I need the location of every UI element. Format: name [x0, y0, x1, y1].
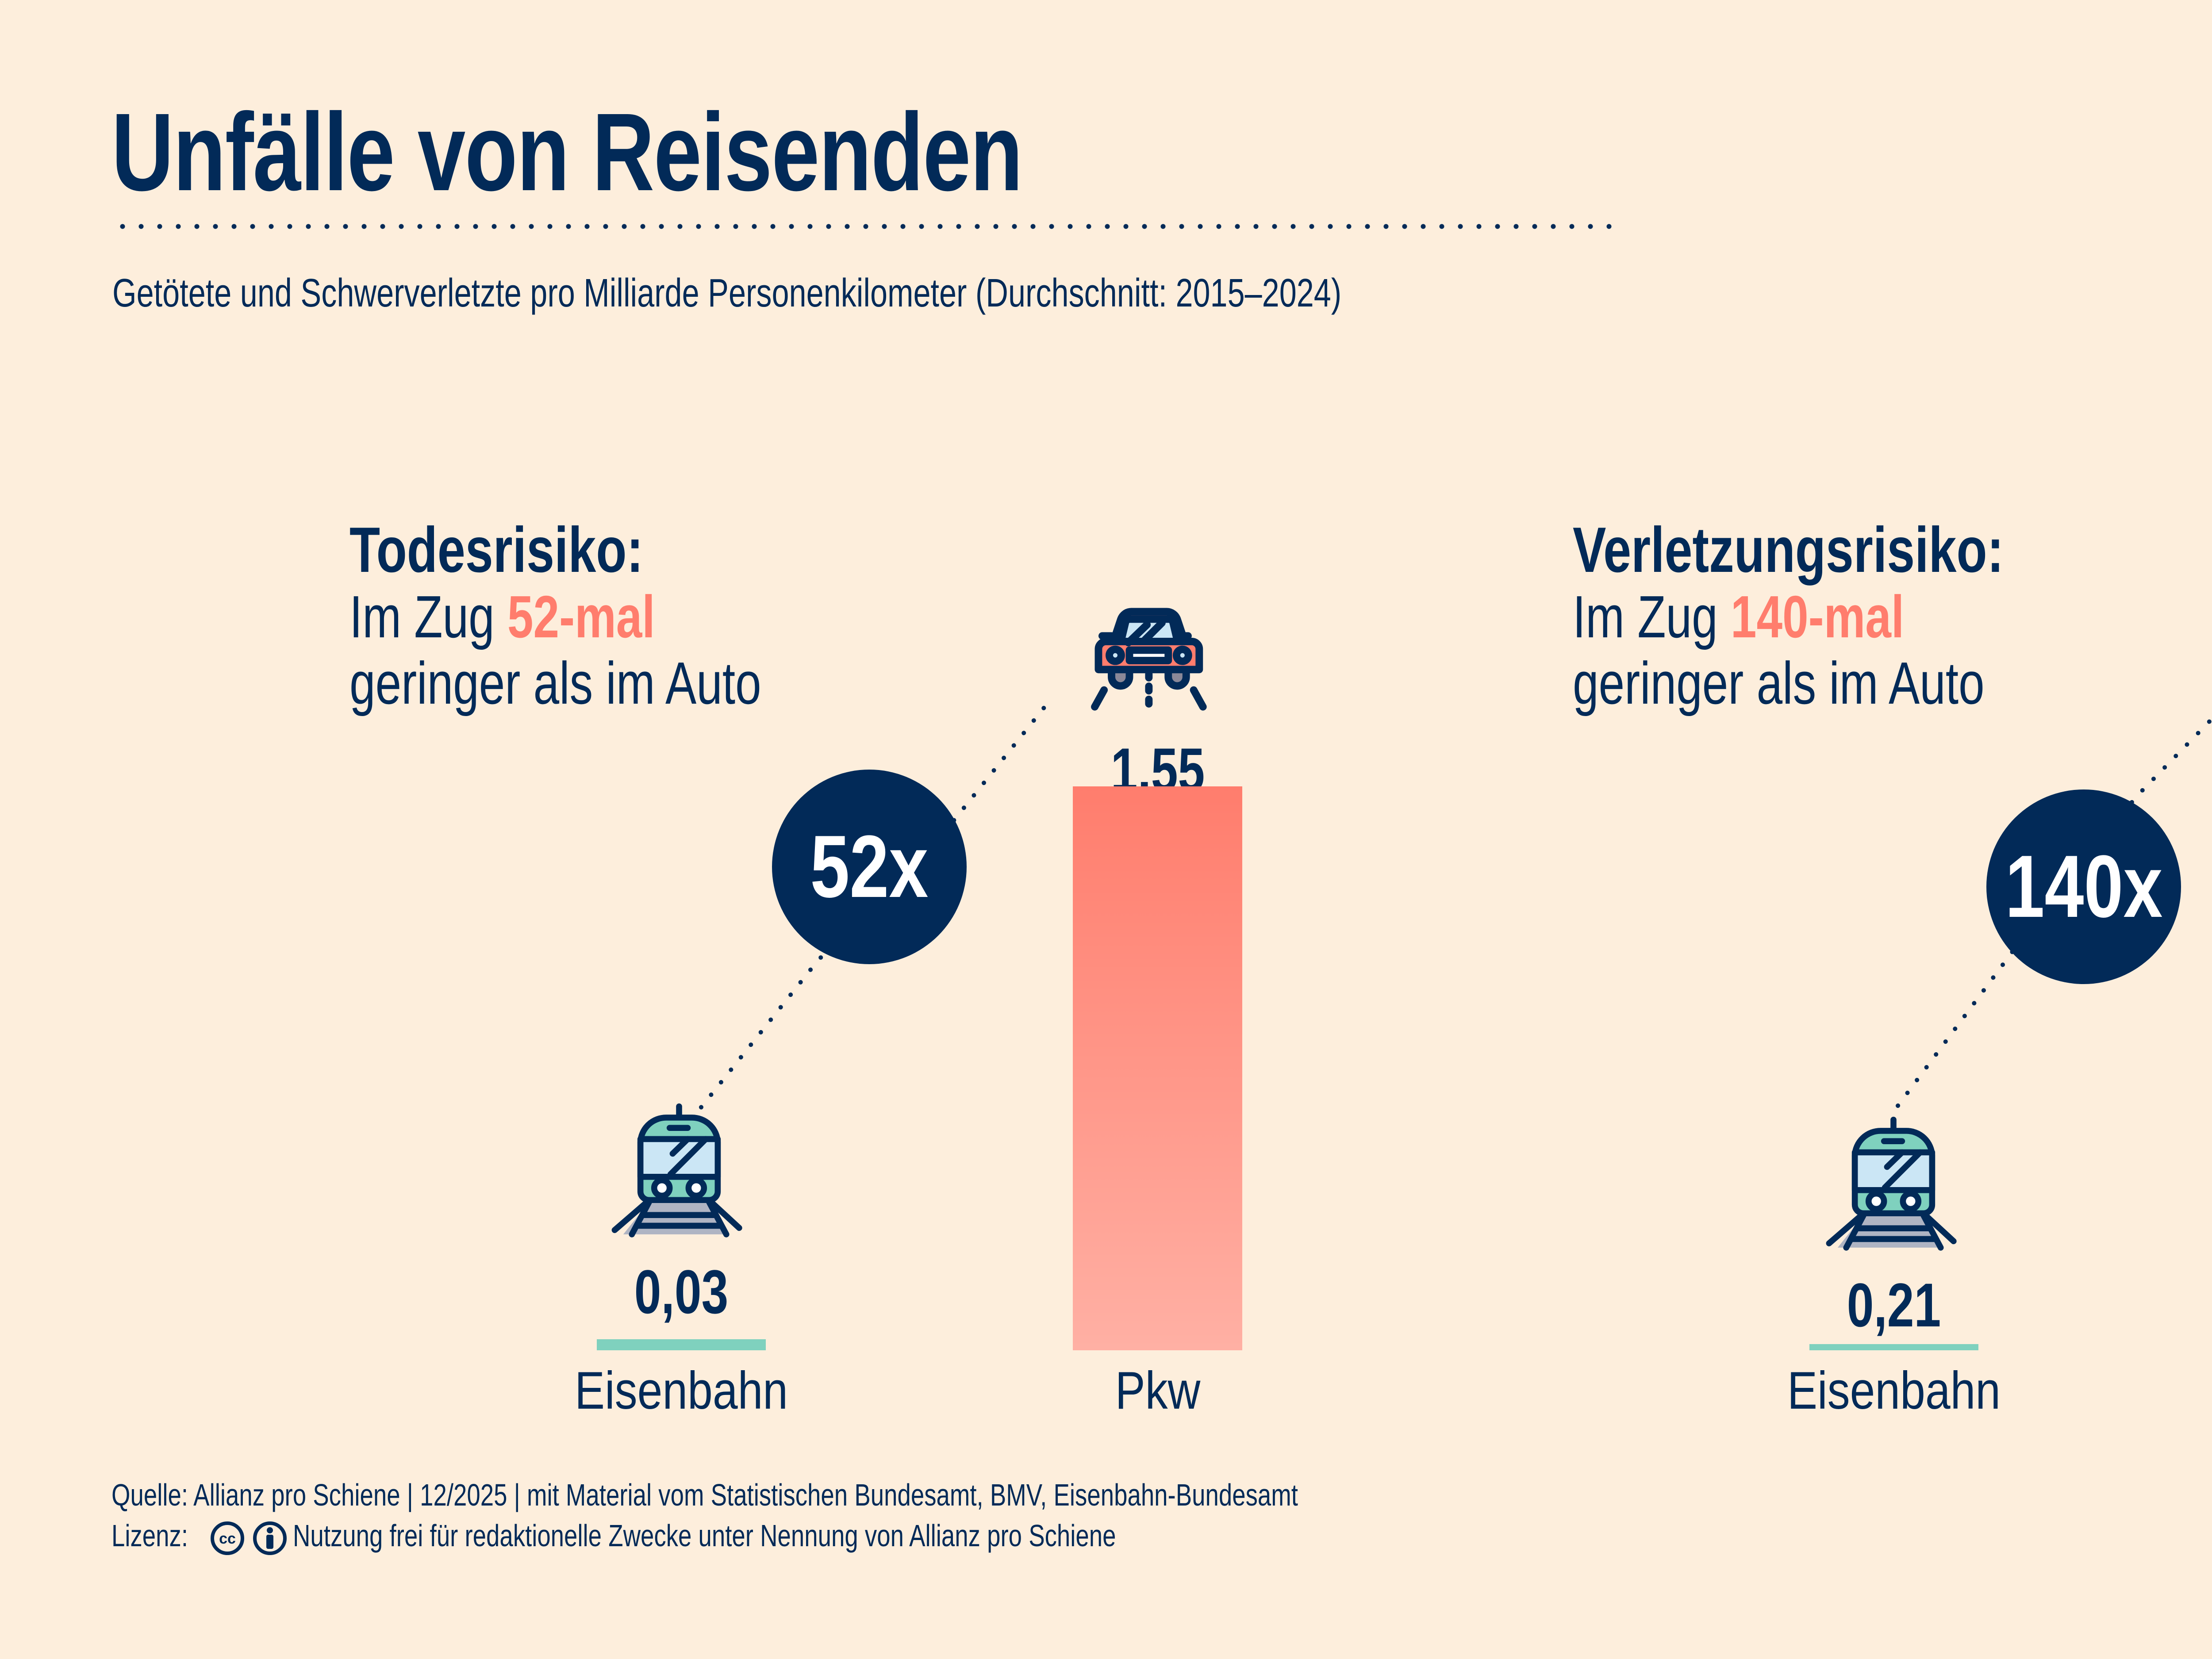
page-title: Unfälle von Reisenden	[111, 90, 1023, 214]
panel-lead: Im Zug 52-mal geringer als im Auto	[349, 584, 761, 716]
lead-line2: geringer als im Auto	[1573, 650, 1985, 716]
category-label-eisenbahn: Eisenbahn	[1787, 1361, 2001, 1420]
source-note: Quelle: Allianz pro Schiene | 12/2025 | …	[111, 1478, 1298, 1512]
panel-heading: Todesrisiko:	[349, 514, 644, 586]
car-icon	[1091, 608, 1207, 711]
category-label-eisenbahn: Eisenbahn	[574, 1361, 788, 1420]
ratio-badge-label: 52x	[810, 817, 929, 916]
rail-value-label: 0,21	[1847, 1270, 1941, 1340]
lead-line2: geringer als im Auto	[349, 650, 761, 716]
lead-highlight: 140-mal	[1730, 583, 1905, 650]
page-subtitle: Getötete und Schwerverletzte pro Milliar…	[112, 271, 1342, 315]
bar-eisenbahn	[597, 1339, 766, 1350]
bar-pkw	[1073, 786, 1242, 1350]
bar-eisenbahn	[1809, 1344, 1978, 1350]
lead-highlight: 52-mal	[507, 583, 655, 650]
ratio-badge: 52x	[772, 770, 967, 964]
title-divider	[113, 223, 1613, 230]
ratio-badge: 140x	[1986, 789, 2181, 984]
attribution-icon	[253, 1521, 287, 1555]
panel-lead: Im Zug 140-mal geringer als im Auto	[1573, 584, 1985, 716]
rail-value-label: 0,03	[634, 1257, 729, 1326]
panel-heading: Verletzungsrisiko:	[1573, 514, 2004, 586]
cc-icon: cc	[211, 1521, 244, 1555]
category-label-pkw: Pkw	[2208, 1360, 2212, 1421]
ratio-badge-label: 140x	[2005, 837, 2162, 936]
lead-prefix: Im Zug	[349, 583, 507, 650]
train-icon	[611, 1103, 742, 1238]
svg-text:cc: cc	[219, 1530, 236, 1547]
lead-prefix: Im Zug	[1573, 583, 1731, 650]
license-text: Nutzung frei für redaktionelle Zwecke un…	[293, 1518, 1116, 1553]
category-label-pkw: Pkw	[1115, 1361, 1200, 1420]
train-icon	[1826, 1116, 1957, 1251]
license-label: Lizenz:	[111, 1518, 188, 1553]
